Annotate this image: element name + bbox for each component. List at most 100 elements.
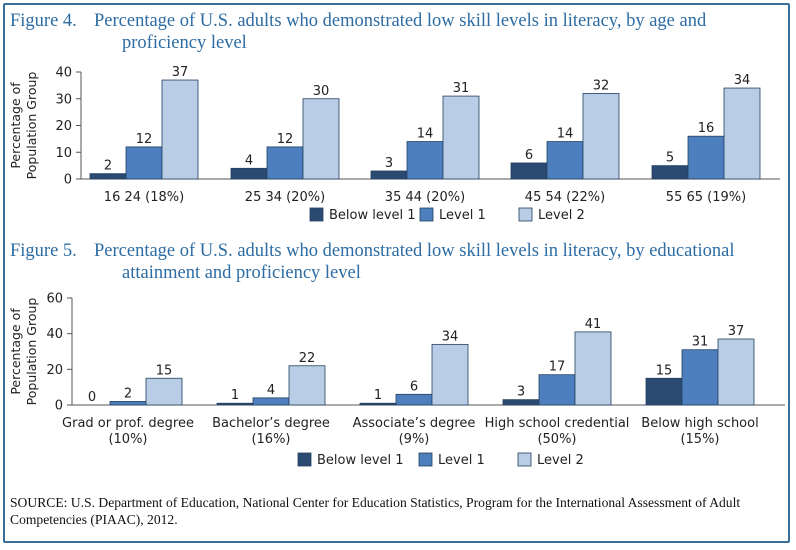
data-label: 14 bbox=[417, 127, 434, 142]
bar-level-2 bbox=[723, 87, 761, 180]
bar-below-level-1 bbox=[651, 165, 689, 180]
y-tick-label: 0 bbox=[55, 399, 63, 414]
data-label: 2 bbox=[104, 159, 112, 174]
data-label: 1 bbox=[231, 388, 239, 403]
figure-4-title-line1: Percentage of U.S. adults who demonstrat… bbox=[94, 11, 707, 31]
data-label: 14 bbox=[557, 127, 574, 142]
data-label: 41 bbox=[585, 317, 602, 332]
data-label: 31 bbox=[692, 335, 709, 350]
data-label: 37 bbox=[728, 324, 745, 339]
figure-4-number: Figure 4. bbox=[10, 11, 77, 31]
bar-below-level-1 bbox=[502, 399, 540, 406]
x-category-label: Associate’s degree bbox=[353, 416, 476, 431]
y-tick-label: 40 bbox=[55, 66, 72, 81]
bar-level-1 bbox=[109, 401, 147, 406]
data-label: 4 bbox=[267, 383, 275, 398]
x-category-label: Below high school bbox=[641, 416, 758, 431]
legend-swatch-level-1 bbox=[418, 452, 433, 467]
x-category-label: 25 34 (20%) bbox=[245, 190, 325, 205]
legend-label-level-1: Level 1 bbox=[439, 208, 486, 223]
figure-5-title-line1: Percentage of U.S. adults who demonstrat… bbox=[94, 241, 735, 261]
data-label: 17 bbox=[549, 360, 566, 375]
legend-label-level-2: Level 2 bbox=[538, 208, 585, 223]
figure-frame bbox=[3, 3, 790, 543]
x-category-label: 45 54 (22%) bbox=[525, 190, 605, 205]
x-category-label: (15%) bbox=[680, 432, 719, 447]
data-label: 5 bbox=[666, 151, 674, 166]
bar-level-1 bbox=[125, 146, 163, 180]
data-label: 15 bbox=[656, 363, 673, 378]
y-tick-label: 10 bbox=[55, 146, 72, 161]
bar-below-level-1 bbox=[370, 170, 408, 180]
x-category-label: (50%) bbox=[537, 432, 576, 447]
bar-below-level-1 bbox=[510, 162, 548, 180]
x-category-label: 16 24 (18%) bbox=[104, 190, 184, 205]
x-category-label: 55 65 (19%) bbox=[666, 190, 746, 205]
data-label: 4 bbox=[245, 153, 253, 168]
figure-5-number: Figure 5. bbox=[10, 241, 77, 261]
bar-level-1 bbox=[395, 393, 433, 406]
bar-level-1 bbox=[252, 397, 290, 406]
y-axis-label: Population Group bbox=[24, 72, 39, 180]
data-label: 3 bbox=[385, 156, 393, 171]
data-label: 0 bbox=[88, 390, 96, 405]
y-tick-label: 20 bbox=[46, 363, 63, 378]
bar-below-level-1 bbox=[230, 167, 268, 180]
x-category-label: (16%) bbox=[251, 432, 290, 447]
x-category-label: Grad or prof. degree bbox=[62, 416, 194, 431]
bar-level-1 bbox=[538, 374, 576, 406]
bar-below-level-1 bbox=[216, 402, 254, 406]
figure-5-title-line2: attainment and proficiency level bbox=[122, 263, 361, 283]
figure-5-title: Figure 5. Percentage of U.S. adults who d… bbox=[10, 240, 750, 284]
data-label: 2 bbox=[124, 386, 132, 401]
data-label: 37 bbox=[172, 65, 189, 80]
bar-below-level-1 bbox=[359, 402, 397, 406]
legend-swatch-level-2 bbox=[517, 452, 532, 467]
y-axis-label: Percentage of bbox=[8, 308, 23, 395]
bar-level-1 bbox=[681, 349, 719, 406]
bar-below-level-1 bbox=[645, 377, 683, 406]
x-category-label: Bachelor’s degree bbox=[212, 416, 330, 431]
data-label: 16 bbox=[698, 121, 715, 136]
bar-level-2 bbox=[717, 338, 755, 406]
data-label: 6 bbox=[410, 379, 418, 394]
x-category-label: High school credential bbox=[485, 416, 630, 431]
data-label: 22 bbox=[299, 351, 316, 366]
legend-swatch-below-level-1 bbox=[297, 452, 312, 467]
data-label: 12 bbox=[136, 132, 153, 147]
y-tick-label: 60 bbox=[46, 292, 63, 307]
y-tick-label: 0 bbox=[64, 173, 72, 188]
legend-swatch-below-level-1 bbox=[309, 207, 324, 222]
bar-level-2 bbox=[302, 98, 340, 180]
x-category-label: (10%) bbox=[108, 432, 147, 447]
legend-label-level-1: Level 1 bbox=[438, 453, 485, 468]
data-label: 3 bbox=[517, 385, 525, 400]
bar-level-1 bbox=[687, 135, 725, 180]
y-tick-label: 40 bbox=[46, 327, 63, 342]
bar-level-2 bbox=[582, 92, 620, 180]
y-tick-label: 30 bbox=[55, 92, 72, 107]
data-label: 1 bbox=[374, 388, 382, 403]
data-label: 15 bbox=[156, 363, 173, 378]
source-note: SOURCE: U.S. Department of Education, Na… bbox=[10, 495, 741, 527]
figure-4-chart: 0 10 20 30 40 Percentage of Population Group 2 1… bbox=[8, 65, 780, 223]
data-label: 31 bbox=[453, 81, 470, 96]
bar-level-1 bbox=[266, 146, 304, 180]
bar-level-1 bbox=[546, 141, 584, 180]
legend-label-below-level-1: Below level 1 bbox=[317, 453, 404, 468]
bar-level-2 bbox=[574, 331, 612, 406]
x-category-label: 35 44 (20%) bbox=[385, 190, 465, 205]
bar-level-2 bbox=[288, 365, 326, 406]
legend-swatch-level-1 bbox=[419, 207, 434, 222]
bar-level-2 bbox=[442, 95, 480, 180]
figure-5-chart: 0 20 40 60 Percentage of Population Group 0 2 15… bbox=[8, 292, 785, 468]
data-label: 12 bbox=[277, 132, 294, 147]
figure-4-title-line2: proficiency level bbox=[122, 33, 247, 53]
data-label: 32 bbox=[593, 78, 610, 93]
figure-4-title: Figure 4. Percentage of U.S. adults who d… bbox=[10, 10, 750, 54]
data-label: 34 bbox=[442, 329, 459, 344]
legend-swatch-level-2 bbox=[518, 207, 533, 222]
y-axis-label: Population Group bbox=[24, 298, 39, 406]
bar-level-2 bbox=[161, 79, 199, 180]
bar-level-2 bbox=[431, 343, 469, 406]
